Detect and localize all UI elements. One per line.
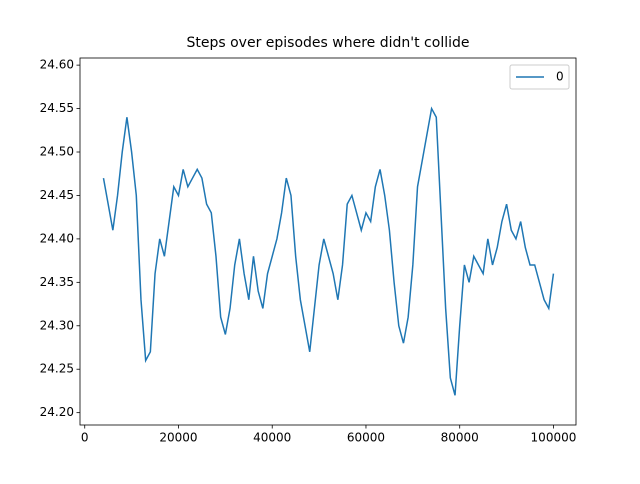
x-tick-label: 60000 <box>347 431 385 445</box>
x-tick-label: 0 <box>81 431 89 445</box>
chart-title: Steps over episodes where didn't collide <box>187 35 470 51</box>
y-tick-label: 24.20 <box>40 405 74 419</box>
y-tick-label: 24.50 <box>40 145 74 159</box>
x-tick-label: 40000 <box>253 431 291 445</box>
y-tick-label: 24.30 <box>40 318 74 332</box>
x-tick-label: 100000 <box>531 431 577 445</box>
y-tick-label: 24.40 <box>40 231 74 245</box>
line <box>102 106 555 396</box>
y-tick-label: 24.25 <box>40 362 74 376</box>
y-tick-label: 24.55 <box>40 101 74 115</box>
x-tick-label: 20000 <box>159 431 197 445</box>
y-tick-label: 24.35 <box>40 275 74 289</box>
plot-area <box>79 57 577 426</box>
y-tick-label: 24.60 <box>40 58 74 72</box>
x-tick-label: 80000 <box>441 431 479 445</box>
legend-label: 0 <box>556 70 564 84</box>
y-tick-label: 24.45 <box>40 188 74 202</box>
